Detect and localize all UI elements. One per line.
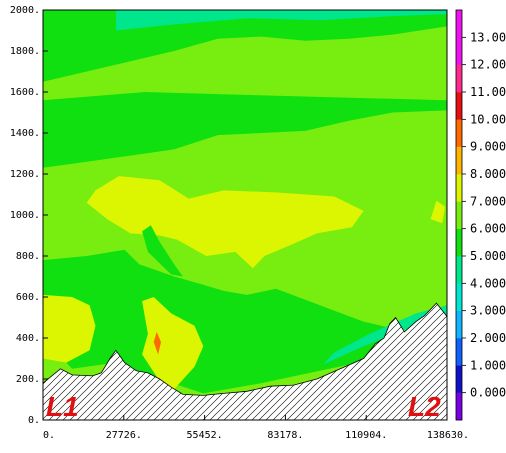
contour-region-3 — [43, 249, 447, 394]
y-axis: 0. 200. 400. 600. 800. 1000. 1200. 1400. 1600. 18… — [10, 5, 48, 426]
colorbar-label: 4.000 — [470, 276, 506, 290]
y-tick-label: 2000. — [10, 5, 40, 16]
contour-region-9 — [95, 264, 113, 281]
colorbar-swatch — [456, 146, 462, 175]
x-tick-label: 27726. — [106, 430, 142, 441]
colorbar-swatch — [456, 174, 462, 202]
colorbar-label: 10.00 — [470, 112, 506, 126]
colorbar-swatch — [456, 310, 462, 339]
x-tick-label: 55452. — [187, 430, 223, 441]
colorbar-swatch — [456, 37, 462, 65]
colorbar-swatch — [456, 64, 462, 93]
x-tick-label: 138630. — [427, 430, 469, 441]
terrain-hatched-area — [43, 302, 447, 420]
colorbar-swatch — [456, 10, 462, 38]
endpoint-label-left: L1 — [46, 391, 79, 422]
contour-region-8 — [142, 225, 183, 277]
colorbar-swatch — [456, 92, 462, 120]
contour-region-4 — [86, 176, 364, 269]
colorbar-label: 1.000 — [470, 358, 506, 372]
colorbar-label: 13.00 — [470, 30, 506, 44]
colorbar-label: 6.000 — [470, 222, 506, 236]
contour-region-5 — [43, 294, 96, 363]
contour-region-7 — [430, 200, 446, 224]
y-tick-label: 600. — [16, 292, 40, 303]
colorbar-label: 5.000 — [470, 249, 506, 263]
contour-region-10 — [153, 331, 161, 355]
colorbar-label: 8.000 — [470, 167, 506, 181]
colorbar-label: 12.00 — [470, 58, 506, 72]
colorbar-swatch — [456, 283, 462, 311]
y-tick-label: 1000. — [10, 210, 40, 221]
contour-region-2 — [43, 92, 447, 168]
colorbar-frame — [455, 9, 463, 421]
colorbar-swatch — [456, 365, 462, 393]
endpoint-label-right: L2 — [408, 391, 441, 422]
contour-region-6 — [142, 297, 204, 390]
colorbar-swatch — [456, 338, 462, 366]
y-tick-label: 1600. — [10, 87, 40, 98]
y-tick-label: 0. — [28, 415, 40, 426]
colorbar-label: 2.000 — [470, 331, 506, 345]
colorbar-label: 7.000 — [470, 194, 506, 208]
y-tick-label: 1400. — [10, 128, 40, 139]
contour-region-0 — [43, 10, 447, 82]
colorbar-label: 0.000 — [470, 386, 506, 400]
y-tick-label: 1800. — [10, 46, 40, 57]
colorbar-swatch — [456, 392, 462, 421]
y-tick-label: 1200. — [10, 169, 40, 180]
contour-regions — [43, 10, 447, 394]
colorbar-swatch — [456, 201, 462, 229]
contour-region-1 — [115, 10, 447, 31]
colorbar-label: 9.000 — [470, 140, 506, 154]
colorbar-swatch — [456, 228, 462, 257]
x-tick-label: 110904. — [345, 430, 387, 441]
colorbar-swatch — [456, 119, 462, 147]
colorbar-label: 3.000 — [470, 304, 506, 318]
x-axis: 0. 27726. 55452. 83178. 110904. 138630. — [42, 415, 469, 441]
y-tick-label: 400. — [16, 333, 40, 344]
colorbar: 0.000 1.000 2.000 3.000 4.000 5.000 6.000 7.000… — [455, 9, 506, 421]
x-tick-label: 0. — [43, 430, 55, 441]
colorbar-swatch — [456, 256, 462, 284]
y-tick-label: 800. — [16, 251, 40, 262]
x-tick-label: 83178. — [267, 430, 303, 441]
plot-area — [43, 10, 447, 420]
colorbar-label: 11.00 — [470, 85, 506, 99]
y-tick-label: 200. — [16, 374, 40, 385]
